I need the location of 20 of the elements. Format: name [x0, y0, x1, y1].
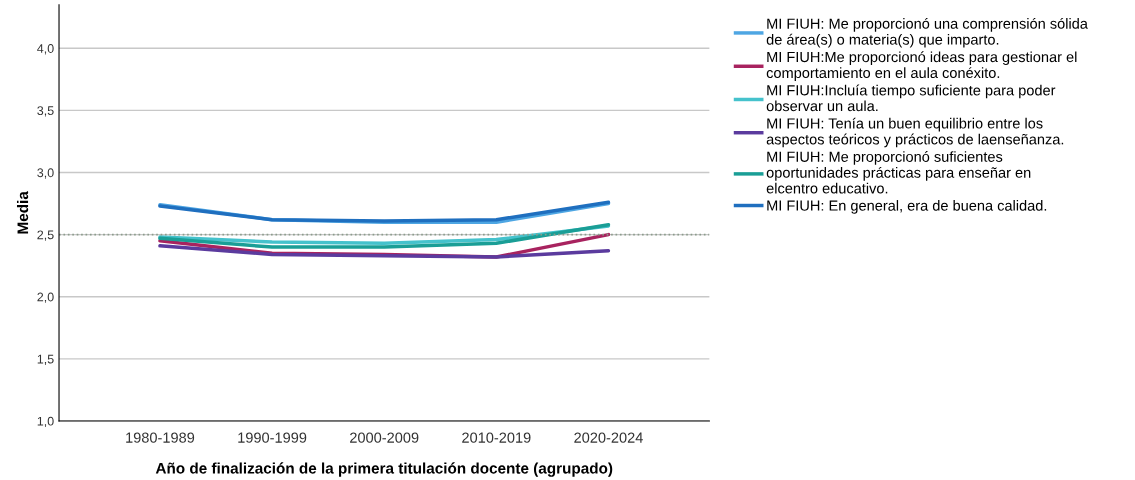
x-tick-label: 2000-2009: [350, 432, 419, 443]
x-tick-label: 2010-2019: [462, 432, 531, 443]
x-tick-label: 2020-2024: [574, 432, 643, 443]
legend-label: MI FIUH:Me proporcionó ideas para gestionar el comportamiento en el aula conéxito.: [766, 51, 1077, 81]
y-tick-label: 1,5: [37, 354, 54, 365]
y-tick-label: 2,0: [37, 292, 54, 303]
x-axis-title: Año de finalización de la primera titulación docente (agrupado): [155, 462, 613, 477]
legend-label: MI FIUH: Me proporcionó suficientes oportunidades prácticas para enseñar en elcentro educativo.: [766, 151, 1031, 194]
legend-label: MI FIUH: En general, era de buena calidad.: [767, 200, 1047, 214]
y-tick-label: 1,0: [37, 416, 54, 428]
legend-label: MI FIUH: Tenía un buen equilibrio entre los aspectos teóricos y prácticos de laenseñanza.: [766, 117, 1064, 148]
y-axis-title: Media: [16, 191, 29, 234]
x-tick-label: 1980-1989: [126, 432, 195, 443]
legend-label: MI FIUH: Me proporcionó una comprensión sólida de área(s) o materia(s) que imparto.: [766, 17, 1088, 48]
y-tick-label: 3,0: [37, 168, 54, 179]
y-tick-label: 2,5: [37, 230, 54, 241]
y-tick-label: 3,5: [37, 106, 54, 117]
legend-label: MI FIUH:Incluía tiempo suficiente para poder observar un aula.: [766, 84, 1056, 112]
x-tick-label: 1990-1999: [238, 432, 307, 443]
y-tick-label: 4,0: [37, 44, 54, 55]
